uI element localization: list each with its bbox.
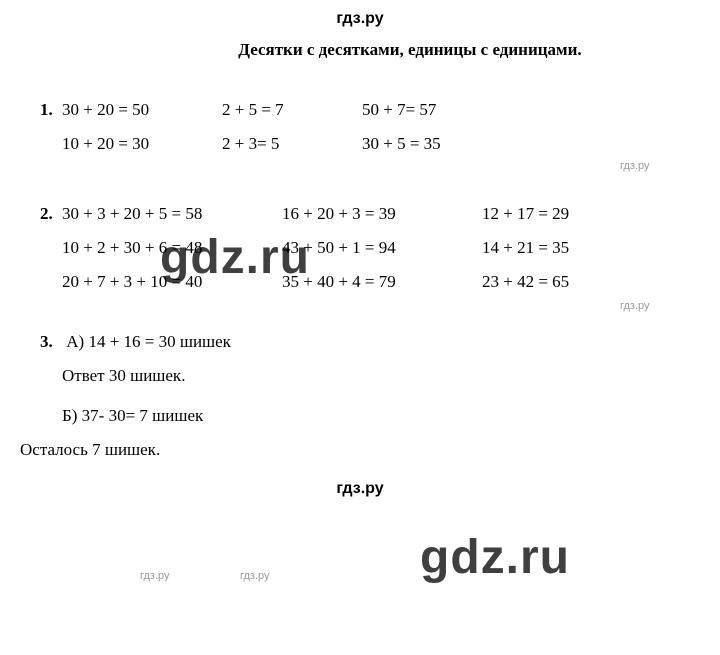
p2-cell: 23 + 42 = 65 [482,272,632,292]
watermark-small: гдз.ру [620,160,650,172]
p1-row: 1. 30 + 20 = 50 2 + 5 = 7 50 + 7= 57 [40,100,680,120]
watermark-big: gdz.ru [420,530,570,585]
header-logo: гдз.ру [40,10,680,28]
problem-3: 3. А) 14 + 16 = 30 шишек Ответ 30 шишек.… [40,332,680,460]
p2-row: 2. 30 + 3 + 20 + 5 = 58 16 + 20 + 3 = 39… [40,204,680,224]
p1-row: 10 + 20 = 30 2 + 3= 5 30 + 5 = 35 [40,134,680,154]
problem-2: 2. 30 + 3 + 20 + 5 = 58 16 + 20 + 3 = 39… [40,204,680,292]
p1-number: 1. [40,100,62,120]
p2-cell: 12 + 17 = 29 [482,204,632,224]
watermark-small: гдз.ру [240,570,270,582]
p1-cell: 30 + 20 = 50 [62,100,222,120]
p2-cell: 10 + 2 + 30 + 6 = 48 [62,238,282,258]
watermark-small: гдз.ру [620,300,650,312]
problem-1: 1. 30 + 20 = 50 2 + 5 = 7 50 + 7= 57 10 … [40,100,680,154]
page-title: Десятки с десятками, единицы с единицами… [40,40,680,60]
p1-cell: 30 + 5 = 35 [362,134,522,154]
p1-cell: 50 + 7= 57 [362,100,522,120]
p2-cell: 35 + 40 + 4 = 79 [282,272,482,292]
p3-line-b: Б) 37- 30= 7 шишек [40,406,680,426]
p2-row: 20 + 7 + 3 + 10 = 40 35 + 40 + 4 = 79 23… [40,272,680,292]
p3-line-a: 3. А) 14 + 16 = 30 шишек [40,332,680,352]
p3-text-a: А) 14 + 16 = 30 шишек [66,332,231,351]
p1-cell: 10 + 20 = 30 [62,134,222,154]
p2-cell: 30 + 3 + 20 + 5 = 58 [62,204,282,224]
p2-cell: 20 + 7 + 3 + 10 = 40 [62,272,282,292]
p2-cell: 43 + 50 + 1 = 94 [282,238,482,258]
p1-cell: 2 + 5 = 7 [222,100,362,120]
p3-answer-a: Ответ 30 шишек. [40,366,680,386]
p2-cell: 14 + 21 = 35 [482,238,632,258]
watermark-small: гдз.ру [140,570,170,582]
p3-number: 3. [40,332,62,352]
p3-answer-b: Осталось 7 шишек. [20,440,680,460]
p1-cell: 2 + 3= 5 [222,134,362,154]
footer-logo: гдз.ру [40,480,680,498]
p2-row: 10 + 2 + 30 + 6 = 48 43 + 50 + 1 = 94 14… [40,238,680,258]
p2-cell: 16 + 20 + 3 = 39 [282,204,482,224]
p2-number: 2. [40,204,62,224]
